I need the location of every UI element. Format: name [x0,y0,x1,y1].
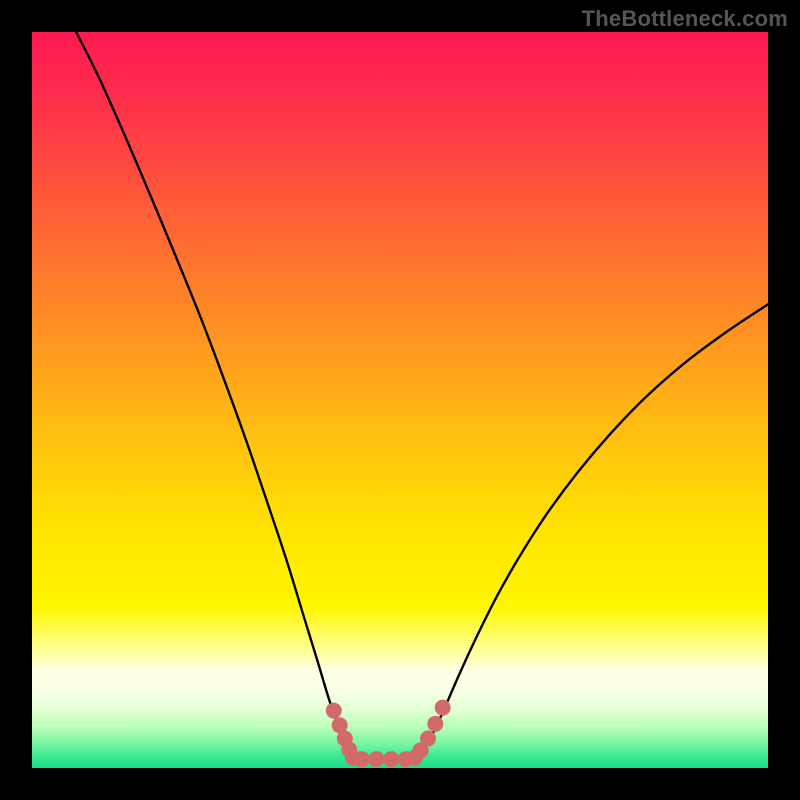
fit-marker [420,731,436,747]
plot-background [32,32,768,768]
fit-marker [354,751,370,767]
chart-container: TheBottleneck.com [0,0,800,800]
fit-marker [427,716,443,732]
plot-area [32,32,768,768]
fit-marker [368,751,384,767]
bottleneck-chart-svg [32,32,768,768]
fit-marker [326,703,342,719]
fit-marker [383,751,399,767]
watermark-text: TheBottleneck.com [582,6,788,32]
fit-marker [435,700,451,716]
